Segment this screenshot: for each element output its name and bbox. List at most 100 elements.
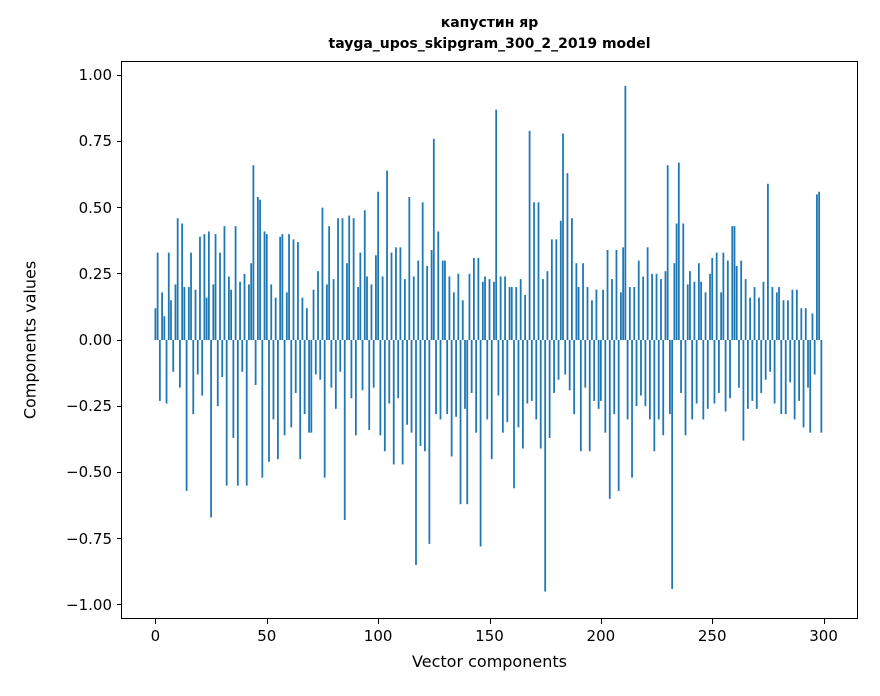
bar [709,273,711,340]
bar [410,340,413,433]
bar [622,247,625,340]
bar [192,340,195,415]
bar [290,340,293,428]
bar [270,284,273,340]
bar [807,340,809,388]
bar [250,263,253,340]
bar [697,263,700,340]
bar [657,340,660,420]
bar [234,226,237,340]
x-tick-label: 250 [697,627,727,645]
bar [366,276,368,340]
bar [326,284,328,340]
bar [599,340,602,401]
bar [239,281,241,340]
bar [196,340,199,375]
bar [473,257,475,340]
bar [559,220,562,340]
bar [539,340,542,449]
bar [263,231,266,340]
bar [742,340,745,441]
bar [490,340,493,460]
bar [221,340,224,378]
bar [428,340,431,544]
bar [682,223,685,340]
bar [363,210,366,340]
bar [780,340,783,415]
bar [738,340,740,388]
bar [190,252,192,340]
bar [417,260,420,340]
bar [617,340,620,491]
y-tick-label: 0.00 [78,331,112,349]
bar [352,218,355,340]
y-tick-mark [117,207,122,209]
bar [484,276,486,340]
bar [628,287,631,340]
bar [403,279,406,340]
bar [562,133,564,340]
bar [292,239,295,340]
bar [395,247,397,340]
bar [517,340,520,428]
bar [771,287,774,340]
bar [767,183,769,340]
bar [297,242,299,340]
chart-title-line2: tayga_upos_skipgram_300_2_2019 model [328,36,651,52]
bar [550,239,553,340]
bar [773,340,776,404]
bar [566,173,569,340]
bar [341,218,344,340]
bar [161,292,163,340]
bar [381,276,384,340]
bar [328,226,331,340]
y-tick-mark [117,74,122,76]
bar [729,340,731,399]
bar [468,273,471,340]
bar [448,276,451,340]
bar [464,340,466,409]
bar [201,340,204,396]
bar [606,249,609,340]
bar [279,236,282,340]
bar [816,194,818,340]
bar [684,340,687,436]
bar [513,340,515,489]
bar [254,340,257,386]
bar [457,273,460,340]
bar [775,292,778,340]
bar [339,340,342,372]
bar [236,340,239,486]
x-tick-mark [155,619,157,624]
bar [671,340,674,589]
bar [308,340,310,433]
bar [548,340,551,438]
bar [305,308,308,340]
bar [461,300,464,340]
bar [176,218,179,340]
bar [744,279,747,340]
bar [185,340,188,491]
bar [265,234,268,340]
bar [165,340,168,404]
bar [399,247,402,340]
chart-title-line1: капустин яр [440,15,539,31]
bar [588,340,591,452]
bar [210,340,212,518]
bar [497,340,500,396]
x-tick-mark [489,619,491,624]
bar [510,287,513,340]
bar [620,292,622,340]
bar [624,85,627,340]
bar [421,202,424,340]
bar [651,273,653,340]
bar [722,252,725,340]
bar [348,215,351,340]
bar [675,223,678,340]
bar [439,340,442,420]
bar [735,265,738,340]
bar [646,247,649,340]
bar [653,340,656,452]
bar [450,340,453,457]
bar [557,340,560,380]
